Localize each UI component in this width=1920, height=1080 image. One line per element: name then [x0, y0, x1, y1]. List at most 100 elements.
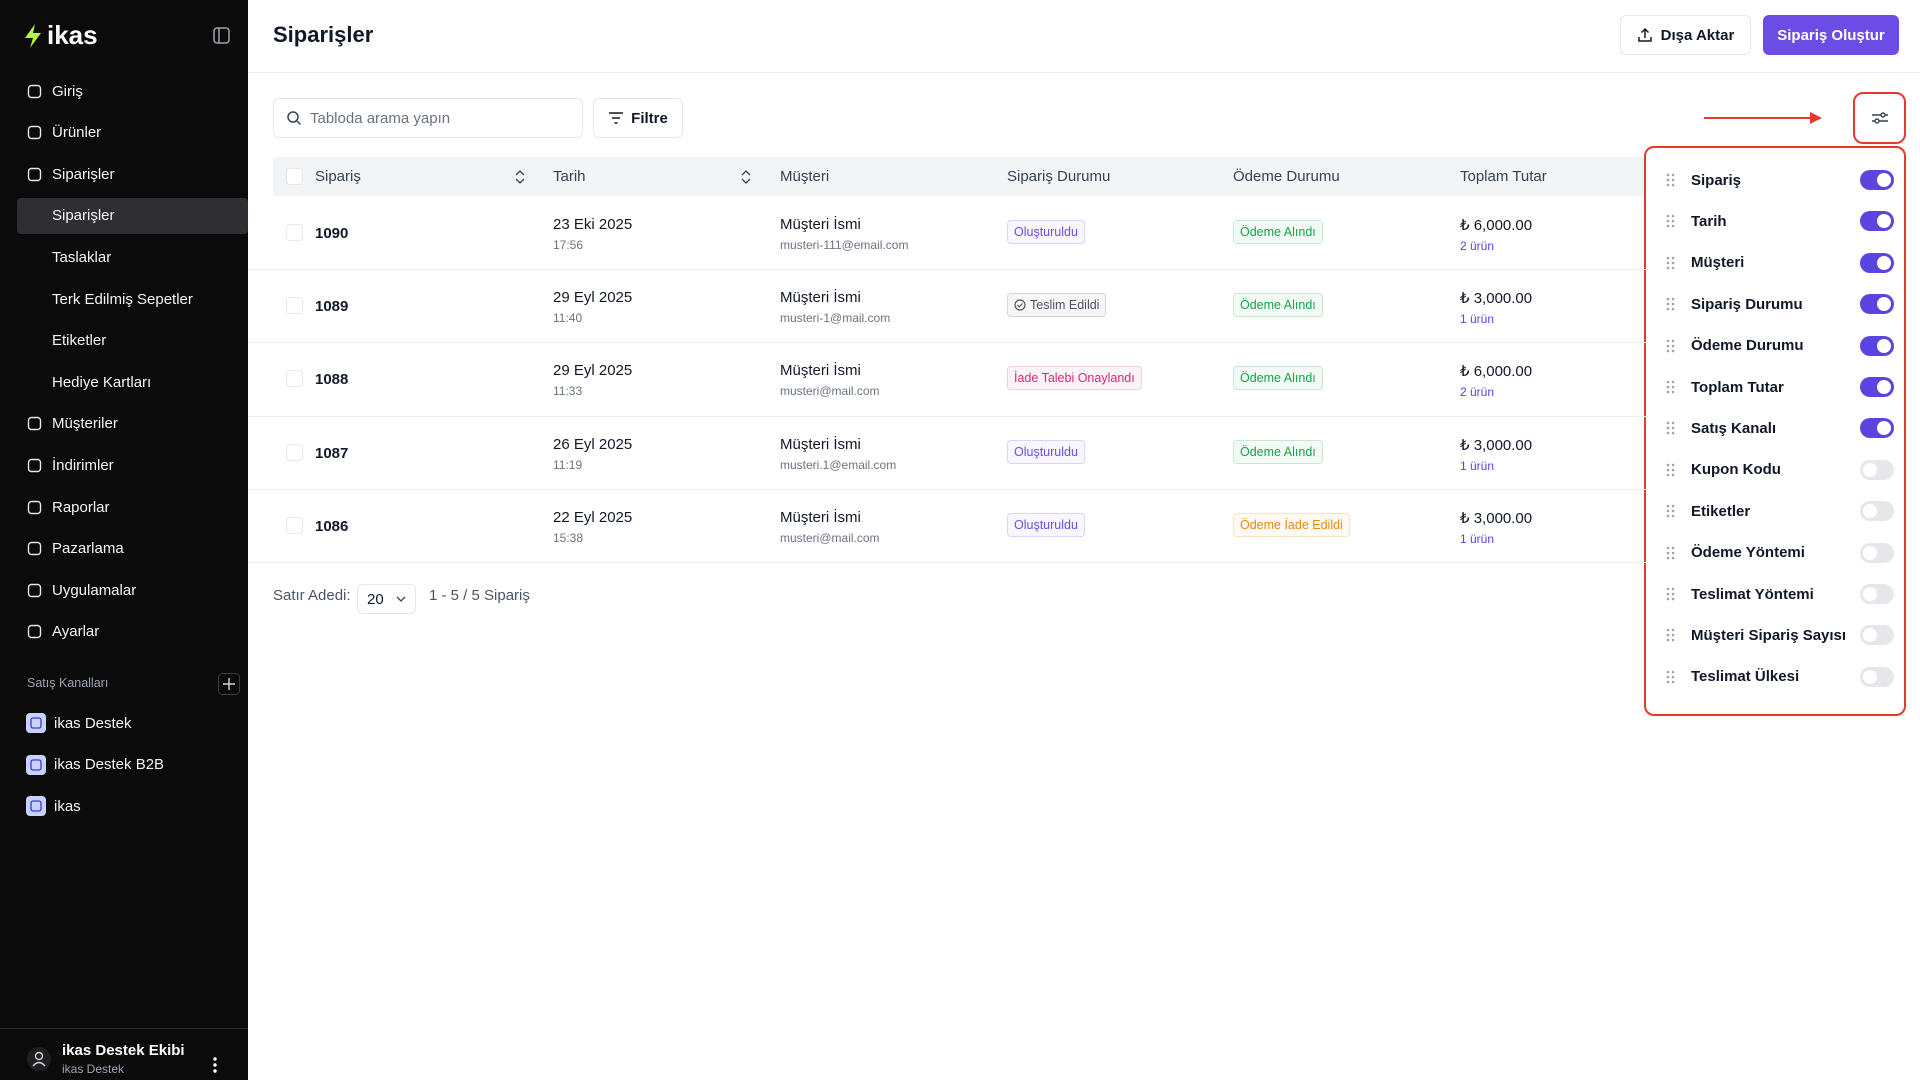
column-settings-button[interactable] [1853, 92, 1906, 144]
channel-item[interactable]: ikas [26, 796, 81, 816]
nav-item[interactable]: Giriş [17, 73, 248, 109]
toggle[interactable] [1860, 625, 1894, 646]
order-number[interactable]: 1087 [315, 444, 349, 462]
toggle[interactable] [1860, 252, 1894, 273]
column-toggle-item[interactable]: Ödeme Yöntemi [1666, 537, 1894, 569]
sub-nav-item[interactable]: Terk Edilmiş Sepetler [17, 281, 248, 317]
drag-handle[interactable] [1666, 297, 1676, 311]
column-toggle-item[interactable]: Teslimat Yöntemi [1666, 578, 1894, 610]
channel-item[interactable]: ikas Destek [26, 713, 132, 733]
order-number[interactable]: 1089 [315, 298, 349, 316]
column-toggle-item[interactable]: Etiketler [1666, 495, 1894, 527]
user[interactable]: ikas Destek Ekibi ikas Destek [26, 1042, 185, 1076]
nav-icon [27, 500, 42, 514]
sub-nav-item[interactable]: Hediye Kartları [17, 364, 248, 400]
drag-handle[interactable] [1666, 546, 1676, 560]
drag-handle[interactable] [1666, 504, 1676, 518]
sub-nav-item[interactable]: Siparişler [17, 197, 248, 234]
drag-handle[interactable] [1666, 587, 1676, 601]
column-name: Toplam Tutar [1691, 378, 1784, 396]
row-checkbox[interactable] [286, 443, 303, 461]
drag-handle[interactable] [1666, 421, 1676, 435]
toggle[interactable] [1860, 584, 1894, 604]
column-toggle-item[interactable]: Müşteri [1666, 247, 1894, 279]
nav-item[interactable]: Ayarlar [17, 614, 248, 650]
column-toggle-item[interactable]: Satış Kanalı [1666, 412, 1894, 444]
drag-handle[interactable] [1666, 628, 1676, 642]
sort-icon[interactable] [740, 169, 752, 185]
toggle[interactable] [1860, 418, 1894, 439]
order-number[interactable]: 1086 [315, 517, 349, 535]
toggle[interactable] [1860, 666, 1894, 687]
nav-label: İndirimler [52, 456, 114, 474]
customer-cell-main: Müşteri İsmi [780, 435, 861, 453]
sub-nav-item[interactable]: Taslaklar [17, 239, 248, 275]
nav-item[interactable]: Raporlar [17, 489, 248, 525]
nav-label: Raporlar [52, 498, 110, 516]
user-menu[interactable] [212, 1056, 218, 1074]
create-button[interactable]: Sipariş Oluştur [1763, 15, 1899, 55]
chevron [396, 596, 406, 602]
export-button[interactable]: Dışa Aktar [1620, 15, 1751, 55]
column-toggle-item[interactable]: Sipariş Durumu [1666, 288, 1894, 320]
status-badge: Oluşturuldu [1007, 512, 1085, 537]
drag-handle[interactable] [1666, 339, 1676, 353]
nav-item[interactable]: Siparişler [17, 156, 248, 192]
row-checkbox[interactable] [286, 224, 303, 241]
column-toggle-item[interactable]: Toplam Tutar [1666, 371, 1894, 403]
toggle[interactable] [1860, 335, 1894, 356]
column-toggle-item[interactable]: Ödeme Durumu [1666, 330, 1894, 362]
drag-handle[interactable] [1666, 380, 1676, 394]
logo[interactable]: ikas [22, 20, 98, 51]
filter-button[interactable]: Filtre [593, 98, 683, 138]
column-toggle-item[interactable]: Müşteri Sipariş Sayısı [1666, 619, 1894, 651]
column-toggle-item[interactable]: Tarih [1666, 205, 1894, 237]
row-checkbox[interactable] [286, 370, 303, 388]
nav-item[interactable]: Ürünler [17, 115, 248, 151]
sub-nav-item[interactable]: Etiketler [17, 323, 248, 359]
row-divider [248, 342, 1648, 344]
nav-icon [27, 125, 42, 140]
order-number[interactable]: 1088 [315, 371, 349, 389]
column-toggle-item[interactable]: Teslimat Ülkesi [1666, 661, 1894, 693]
date-cell-main: 23 Eki 2025 [553, 216, 633, 233]
search-box[interactable]: Tabloda arama yapın [273, 98, 583, 138]
drag-handle[interactable] [1666, 214, 1676, 228]
status-badge-label: Oluşturuldu [1014, 225, 1078, 239]
nav-item[interactable]: Pazarlama [17, 531, 248, 567]
channel-label: ikas Destek B2B [54, 756, 165, 773]
channel-item[interactable]: ikas Destek B2B [26, 754, 165, 775]
toggle[interactable] [1860, 377, 1894, 397]
payment-badge: Ödeme Alındı [1233, 366, 1323, 391]
toggle-knob [1877, 255, 1891, 270]
toggle[interactable] [1860, 459, 1894, 480]
row-checkbox[interactable] [286, 516, 303, 534]
date-cell-sub: 11:33 [553, 384, 583, 399]
column-toggle-item[interactable]: Kupon Kodu [1666, 454, 1894, 486]
drag-handle[interactable] [1666, 463, 1676, 477]
export-icon [1637, 27, 1652, 42]
date-cell-sub: 15:38 [553, 530, 584, 545]
select-all-checkbox[interactable] [286, 168, 303, 185]
toggle[interactable] [1860, 501, 1894, 522]
drag-handle[interactable] [1666, 670, 1676, 684]
column-name: Tarih [1691, 212, 1727, 230]
toggle[interactable] [1860, 170, 1894, 190]
rows-select[interactable]: 20 [357, 584, 416, 614]
collapse-button[interactable] [213, 27, 230, 44]
add-channel[interactable] [218, 673, 240, 695]
nav-item[interactable]: Müşteriler [17, 406, 248, 442]
order-number[interactable]: 1090 [315, 225, 349, 242]
drag-handle[interactable] [1666, 173, 1676, 187]
row-checkbox[interactable] [286, 297, 303, 315]
toggle[interactable] [1860, 294, 1894, 315]
toggle[interactable] [1860, 211, 1894, 232]
nav-item[interactable]: Uygulamalar [17, 572, 248, 608]
nav-item[interactable]: İndirimler [17, 447, 248, 483]
sort-icon[interactable] [514, 169, 526, 185]
date-cell: 29 Eyl 2025 11:33 [553, 362, 632, 398]
toggle[interactable] [1860, 542, 1894, 563]
column-header: Tarih [553, 168, 586, 185]
column-toggle-item[interactable]: Sipariş [1666, 164, 1894, 196]
drag-handle[interactable] [1666, 256, 1676, 270]
